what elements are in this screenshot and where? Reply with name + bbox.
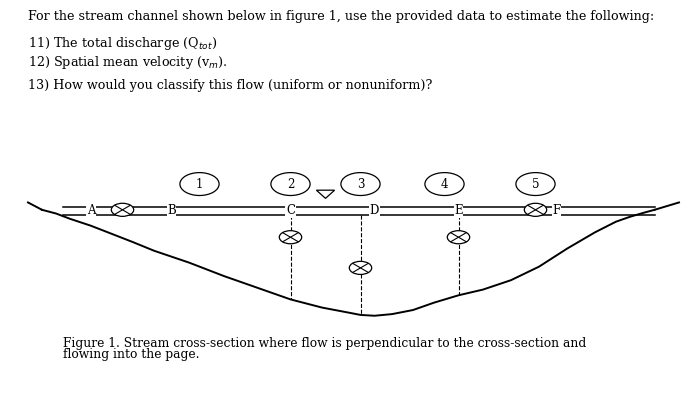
Circle shape [279, 231, 302, 244]
Circle shape [447, 231, 470, 244]
Text: 13) How would you classify this flow (uniform or nonuniform)?: 13) How would you classify this flow (un… [28, 79, 433, 92]
Text: B: B [167, 204, 176, 217]
Text: 2: 2 [287, 178, 294, 191]
Text: A: A [87, 204, 95, 217]
Text: E: E [454, 204, 463, 217]
Text: F: F [552, 204, 561, 217]
Text: 4: 4 [441, 178, 448, 191]
Circle shape [349, 261, 372, 274]
Text: 1: 1 [196, 178, 203, 191]
Text: For the stream channel shown below in figure 1, use the provided data to estimat: For the stream channel shown below in fi… [28, 10, 654, 23]
Text: D: D [370, 204, 379, 217]
Circle shape [524, 203, 547, 216]
Text: 3: 3 [357, 178, 364, 191]
Circle shape [111, 203, 134, 216]
Text: 5: 5 [532, 178, 539, 191]
Text: 12) Spatial mean velocity (v$_m$).: 12) Spatial mean velocity (v$_m$). [28, 54, 228, 71]
Text: C: C [286, 204, 295, 217]
Text: Figure 1. Stream cross-section where flow is perpendicular to the cross-section : Figure 1. Stream cross-section where flo… [63, 337, 587, 351]
Text: 11) The total discharge (Q$_{tot}$): 11) The total discharge (Q$_{tot}$) [28, 35, 217, 52]
Text: flowing into the page.: flowing into the page. [63, 348, 199, 362]
